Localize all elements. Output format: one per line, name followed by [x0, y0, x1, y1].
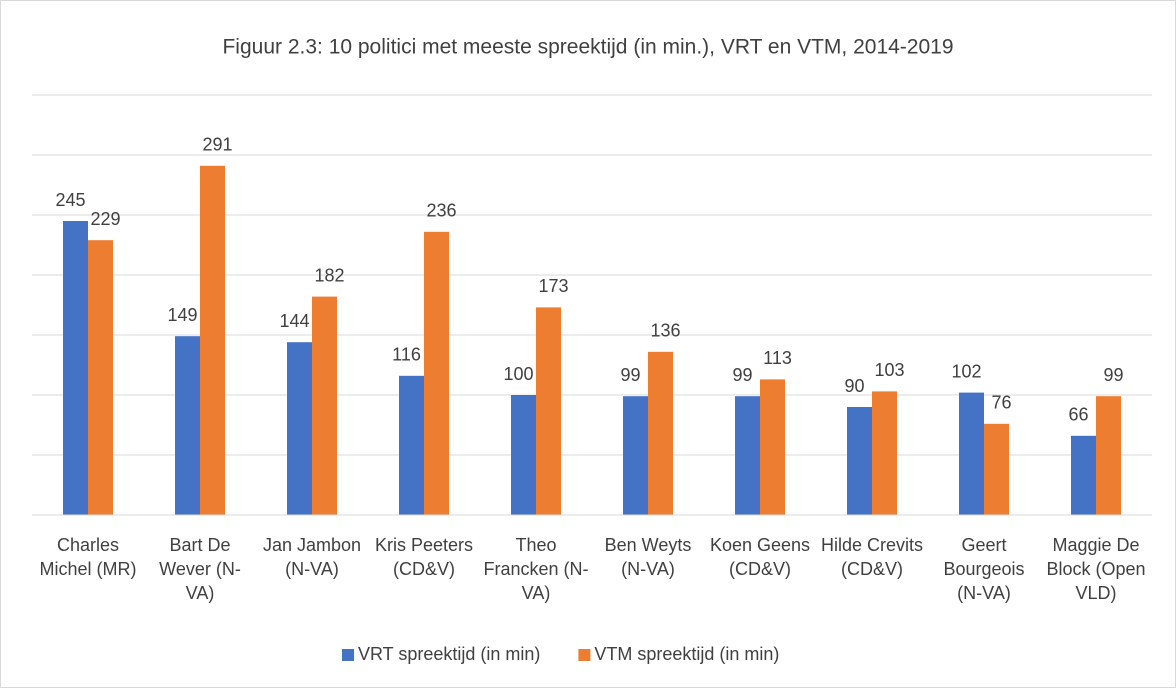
legend-swatch	[578, 649, 591, 661]
data-label: 182	[314, 265, 344, 285]
data-label: 136	[650, 321, 680, 341]
bar	[847, 407, 872, 515]
bar	[760, 379, 785, 515]
data-label: 173	[538, 276, 568, 296]
x-tick-label: Bart De Wever (N-VA)	[159, 535, 241, 603]
data-label: 144	[279, 311, 309, 331]
data-label: 76	[991, 393, 1011, 413]
bar	[175, 336, 200, 515]
bar	[959, 392, 984, 515]
data-label: 113	[763, 348, 792, 368]
legend-label: VTM spreektijd (in min)	[594, 644, 779, 664]
x-tick-label: Koen Geens (CD&V)	[709, 535, 811, 579]
data-label: 66	[1068, 405, 1088, 425]
data-label: 149	[167, 305, 197, 325]
bar	[1071, 435, 1096, 515]
data-label: 99	[1103, 365, 1123, 385]
bar	[63, 221, 88, 515]
chart-title: Figuur 2.3: 10 politici met meeste spree…	[222, 36, 953, 59]
data-label: 99	[732, 365, 752, 385]
legend-label: VRT spreektijd (in min)	[358, 644, 540, 664]
bar	[424, 231, 449, 516]
x-tick-label: Ben Weyts (N-VA)	[604, 535, 692, 579]
x-tick-label: Jan Jambon (N-VA)	[262, 535, 362, 579]
x-tick-label: Hilde Crevits (CD&V)	[820, 535, 924, 579]
data-label: 103	[874, 360, 904, 380]
x-tick-label: Maggie De Block (Open VLD)	[1046, 535, 1146, 603]
x-tick-label: Geert Bourgeois (N-VA)	[943, 535, 1025, 603]
x-tick-label: Kris Peeters (CD&V)	[374, 535, 474, 579]
data-label: 229	[90, 209, 120, 229]
bar	[1096, 396, 1121, 515]
legend-swatch	[342, 649, 354, 661]
data-label: 245	[55, 190, 85, 210]
bar	[287, 342, 312, 515]
data-label: 291	[202, 135, 232, 155]
bar	[511, 395, 536, 515]
data-label: 90	[844, 376, 864, 396]
x-tick-label: Theo Francken (N-VA)	[483, 535, 589, 603]
bar	[872, 391, 897, 515]
bar	[312, 296, 337, 515]
bar	[88, 240, 113, 515]
bar	[623, 396, 648, 515]
data-label: 99	[620, 365, 640, 385]
bar	[536, 307, 561, 515]
bar	[200, 165, 225, 516]
data-label: 100	[503, 364, 533, 384]
x-tick-label: Charles Michel (MR)	[39, 535, 137, 579]
bar	[648, 351, 673, 515]
bar	[984, 423, 1009, 515]
data-label: 116	[392, 345, 421, 365]
data-label: 102	[951, 361, 981, 381]
bar	[735, 396, 760, 515]
data-label: 236	[426, 201, 456, 221]
bar	[399, 375, 424, 515]
